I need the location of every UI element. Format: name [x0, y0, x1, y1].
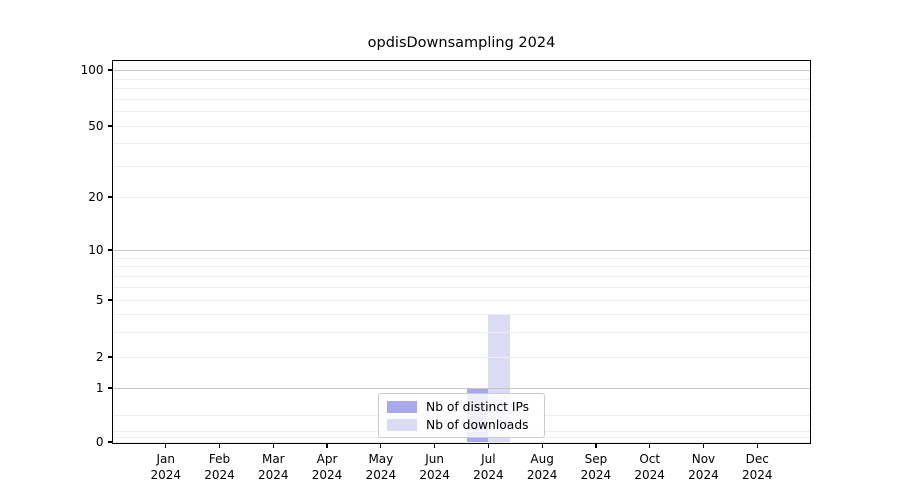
x-tick-month: Nov	[691, 451, 716, 466]
x-tick-year: 2024	[473, 467, 504, 482]
x-tick-label: Feb 2024	[188, 451, 252, 483]
x-tick-month: Dec	[745, 451, 769, 466]
y-tick-label: 2	[95, 349, 104, 364]
y-minor-gridline	[112, 286, 811, 288]
y-minor-gridline	[112, 111, 811, 113]
y-gridline	[112, 388, 811, 389]
x-tick-mark	[326, 443, 328, 448]
x-tick-year: 2024	[580, 467, 612, 482]
x-tick-month: Feb	[208, 451, 231, 466]
y-gridline	[112, 356, 811, 358]
legend-label: Nb of downloads	[426, 417, 529, 432]
y-minor-gridline	[112, 275, 811, 277]
x-tick-label: Jan 2024	[134, 451, 198, 483]
x-tick-label: Oct 2024	[618, 451, 682, 483]
y-minor-gridline	[112, 257, 811, 259]
x-tick-month: Aug	[530, 451, 554, 466]
x-tick-label: Aug 2024	[510, 451, 574, 483]
x-tick-mark	[272, 443, 274, 448]
x-tick-year: 2024	[741, 467, 773, 482]
x-tick-year: 2024	[204, 467, 235, 482]
x-tick-mark	[434, 443, 436, 448]
legend-entry: Nb of distinct IPs	[387, 399, 535, 414]
x-tick-month: Sep	[584, 451, 608, 466]
legend-swatch-icon	[387, 418, 417, 431]
x-tick-month: May	[368, 451, 394, 466]
x-tick-year: 2024	[419, 467, 450, 482]
y-minor-gridline	[112, 88, 811, 90]
x-tick-year: 2024	[634, 467, 665, 482]
x-tick-year: 2024	[311, 467, 343, 482]
y-gridline	[112, 70, 811, 71]
x-tick-mark	[595, 443, 597, 448]
x-tick-year: 2024	[526, 467, 558, 482]
y-tick-mark	[107, 441, 112, 443]
y-minor-gridline	[112, 331, 811, 333]
x-tick-label: Jun 2024	[403, 451, 467, 483]
y-tick-mark	[107, 69, 112, 71]
x-tick-label: Sep 2024	[564, 451, 628, 483]
x-tick-mark	[165, 443, 167, 448]
y-tick-label: 100	[80, 63, 104, 77]
x-tick-mark	[702, 443, 705, 448]
x-tick-label: Mar 2024	[241, 451, 305, 483]
x-tick-label: Nov 2024	[671, 451, 735, 483]
y-tick-label: 0	[95, 435, 104, 449]
x-tick-year: 2024	[688, 467, 719, 482]
y-minor-gridline	[112, 165, 811, 167]
y-gridline	[112, 196, 811, 198]
y-tick-label: 1	[95, 381, 104, 395]
x-tick-month: Jan	[156, 451, 176, 466]
y-tick-mark	[107, 249, 112, 251]
y-tick-label: 50	[88, 119, 104, 133]
x-tick-label: Apr 2024	[295, 451, 359, 483]
x-tick-year: 2024	[258, 467, 289, 482]
y-tick-mark	[107, 299, 112, 301]
y-tick-label: 10	[88, 242, 104, 257]
x-tick-month: Oct	[639, 451, 661, 466]
x-tick-label: May 2024	[349, 451, 413, 483]
chart-title: opdisDownsampling 2024	[367, 35, 556, 51]
y-tick-mark	[107, 125, 112, 127]
x-tick-year: 2024	[365, 467, 397, 482]
y-minor-gridline	[112, 313, 811, 315]
y-tick-label: 5	[95, 292, 104, 307]
legend: Nb of distinct IPs Nb of downloads	[378, 393, 545, 438]
legend-swatch-icon	[387, 400, 417, 413]
y-minor-gridline	[112, 266, 811, 268]
y-minor-gridline	[112, 78, 811, 80]
x-tick-mark	[541, 443, 543, 448]
y-minor-gridline	[112, 143, 811, 145]
x-tick-month: Jul	[481, 451, 496, 466]
x-tick-year: 2024	[150, 467, 182, 482]
x-tick-month: Apr	[316, 451, 338, 466]
legend-label: Nb of distinct IPs	[426, 399, 530, 414]
y-gridline	[112, 249, 811, 251]
x-tick-mark	[756, 443, 758, 448]
y-tick-mark	[107, 387, 112, 389]
x-tick-mark	[380, 443, 382, 448]
y-tick-mark	[107, 196, 112, 198]
plot-area	[112, 60, 811, 444]
y-gridline	[112, 126, 811, 127]
y-gridline	[112, 299, 811, 301]
y-tick-mark	[107, 356, 112, 358]
x-tick-mark	[649, 443, 651, 448]
x-tick-label: Jul 2024	[456, 451, 520, 483]
y-minor-gridline	[112, 98, 811, 100]
y-tick-label: 20	[88, 189, 104, 204]
legend-entry: Nb of downloads	[387, 417, 535, 432]
x-tick-month: Mar	[261, 451, 285, 466]
x-tick-mark	[218, 443, 221, 448]
x-tick-mark	[487, 443, 489, 448]
x-tick-label: Dec 2024	[725, 451, 789, 483]
x-tick-month: Jun	[425, 451, 444, 466]
y-gridline	[112, 442, 811, 443]
